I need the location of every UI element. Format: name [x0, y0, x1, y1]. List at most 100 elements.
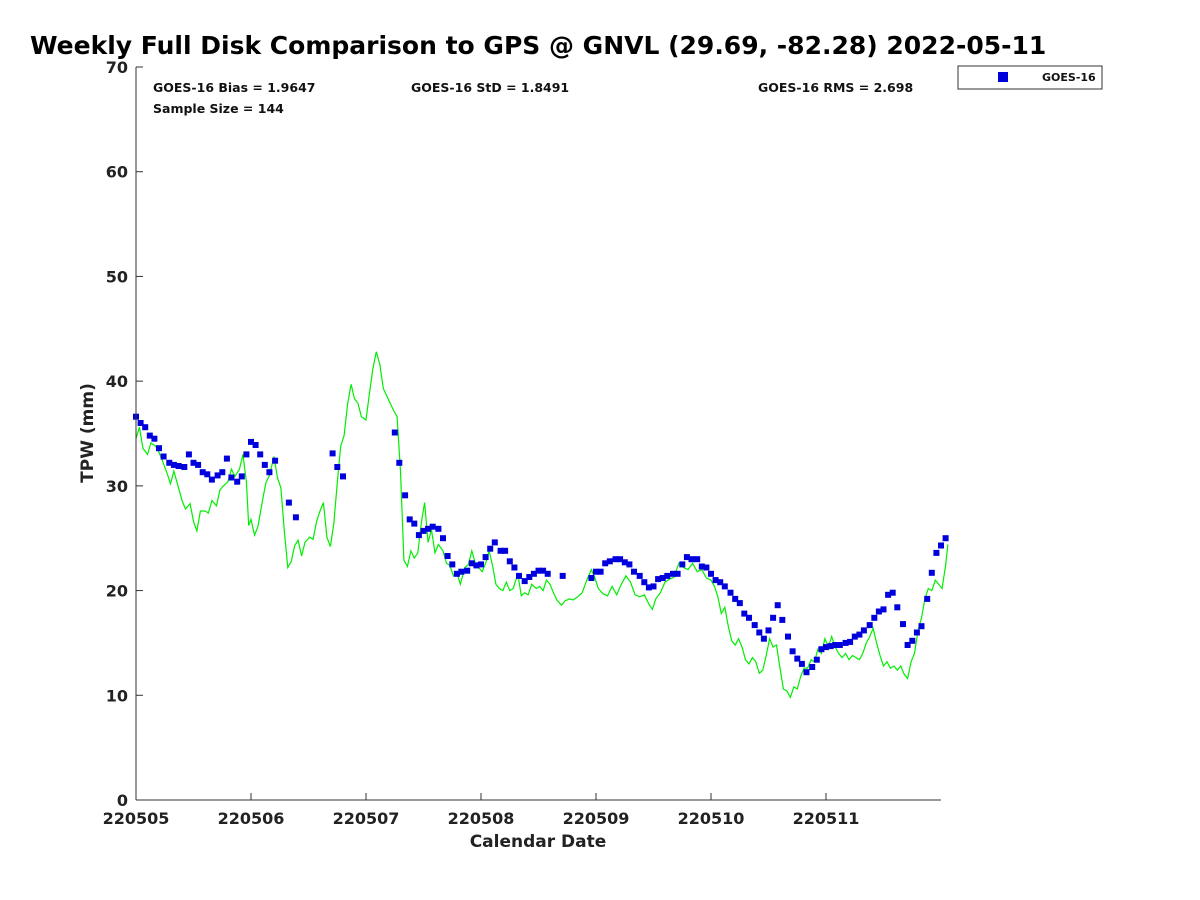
goes16-point	[933, 549, 940, 556]
goes16-point	[809, 664, 816, 670]
goes16-point	[856, 631, 863, 638]
goes16-point	[199, 469, 206, 476]
goes16-point	[429, 523, 436, 530]
y-tick-label: 0	[117, 791, 128, 810]
goes16-point	[708, 570, 714, 577]
goes16-point	[223, 455, 230, 462]
goes16-point	[185, 451, 192, 458]
goes16-point	[770, 614, 777, 621]
goes16-point	[181, 464, 188, 470]
goes16-point	[650, 583, 657, 590]
goes16-point	[257, 451, 264, 458]
y-tick-label: 10	[106, 686, 128, 705]
y-axis-ticks: 0 10 20 30 40 50 60 70	[106, 58, 143, 810]
chart-title: Weekly Full Disk Comparison to GPS @ GNV…	[30, 31, 1046, 60]
goes16-point	[785, 633, 791, 640]
goes16-point	[694, 556, 701, 563]
goes16-point	[170, 461, 177, 468]
goes16-point	[440, 535, 446, 542]
goes16-point	[396, 459, 403, 466]
goes16-point	[664, 572, 671, 579]
goes16-point	[659, 575, 666, 581]
goes16-point	[482, 554, 489, 561]
rms-stat: GOES-16 RMS = 2.698	[758, 80, 913, 95]
goes16-point	[904, 642, 911, 648]
goes16-point	[204, 471, 211, 478]
goes16-point	[736, 600, 743, 607]
goes16-point	[631, 568, 637, 575]
goes16-point	[511, 564, 518, 571]
goes16-point	[502, 547, 509, 554]
goes16-point	[506, 558, 513, 565]
goes16-point	[340, 473, 346, 480]
goes16-point	[516, 572, 522, 579]
goes16-point	[411, 520, 418, 527]
goes16-point	[238, 473, 245, 480]
goes16-point	[847, 638, 854, 645]
goes16-point	[142, 424, 149, 431]
goes16-point	[491, 539, 498, 546]
goes16-point	[252, 442, 259, 448]
goes16-point	[885, 591, 892, 598]
y-tick-label: 60	[106, 163, 128, 182]
goes16-point	[285, 499, 292, 506]
goes16-point	[444, 553, 451, 559]
goes16-point	[593, 568, 599, 575]
goes16-point	[751, 622, 758, 629]
goes16-point	[160, 453, 167, 460]
goes16-point	[894, 604, 901, 611]
goes16-point	[478, 561, 484, 568]
goes16-point	[794, 655, 801, 662]
goes16-point	[435, 525, 442, 532]
y-tick-label: 50	[106, 267, 128, 286]
goes16-point	[871, 614, 878, 621]
goes16-point	[234, 478, 241, 485]
goes16-point	[942, 535, 949, 542]
goes16-point	[655, 576, 662, 583]
legend-goes16-label: GOES-16	[1042, 71, 1096, 84]
goes16-point	[391, 429, 398, 436]
y-tick-label: 20	[106, 582, 128, 601]
legend-box	[957, 65, 1103, 90]
x-tick-label: 220511	[793, 809, 860, 828]
goes16-point	[137, 420, 144, 426]
goes16-point	[248, 438, 254, 445]
goes16-point	[540, 567, 547, 574]
goes16-point	[406, 516, 413, 523]
goes16-point	[842, 639, 849, 646]
goes16-point	[617, 556, 624, 563]
x-tick-label: 220509	[563, 809, 630, 828]
goes16-point	[727, 589, 734, 596]
goes16-point	[860, 627, 867, 634]
goes16-series	[133, 413, 949, 676]
goes16-point	[166, 459, 173, 466]
goes16-point	[487, 545, 494, 552]
goes16-point	[746, 614, 752, 621]
y-tick-label: 30	[106, 477, 128, 496]
goes16-point	[597, 568, 604, 575]
goes16-point	[712, 577, 719, 584]
goes16-point	[717, 579, 724, 586]
goes16-point	[918, 623, 925, 630]
goes16-point	[530, 570, 537, 577]
goes16-point	[329, 450, 336, 457]
goes16-point	[535, 567, 542, 574]
goes16-point	[798, 660, 805, 667]
goes16-point	[636, 572, 643, 579]
goes16-point	[559, 572, 566, 579]
goes16-point	[146, 432, 153, 439]
goes16-point	[760, 635, 767, 642]
goes16-point	[756, 629, 763, 636]
goes16-point	[195, 461, 202, 468]
goes16-point	[544, 570, 551, 577]
goes16-point	[402, 492, 409, 499]
goes16-point	[425, 525, 432, 532]
goes16-point	[602, 560, 609, 567]
goes16-point	[889, 589, 896, 596]
bias-stat: GOES-16 Bias = 1.9647	[153, 80, 315, 95]
x-tick-label: 220505	[103, 809, 170, 828]
std-stat: GOES-16 StD = 1.8491	[411, 80, 569, 95]
goes16-point	[823, 644, 829, 651]
goes16-point	[866, 622, 873, 629]
x-tick-label: 220506	[218, 809, 285, 828]
